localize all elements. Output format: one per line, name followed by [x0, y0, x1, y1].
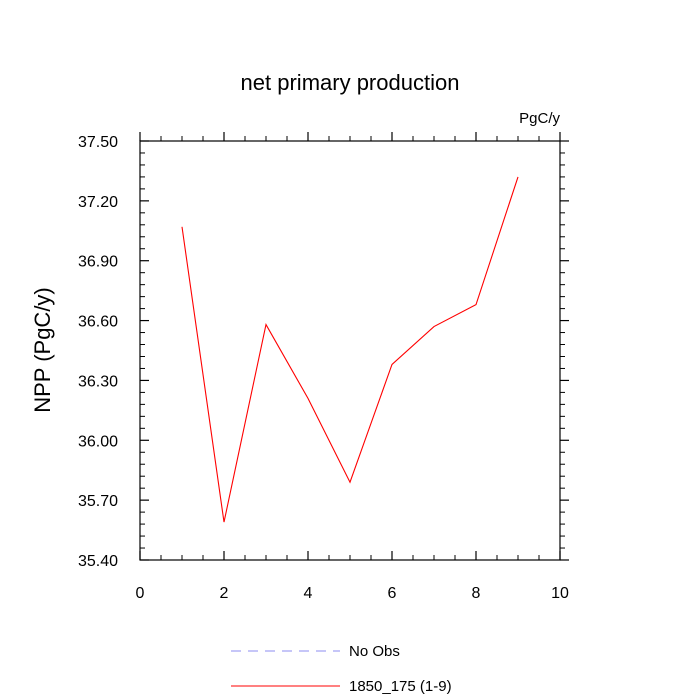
y-axis-label: NPP (PgC/y) [30, 287, 55, 413]
y-tick-label: 35.40 [78, 553, 118, 570]
x-tick-label: 8 [472, 585, 481, 602]
y-tick-label: 36.60 [78, 314, 118, 331]
legend-label-0: No Obs [349, 643, 400, 660]
y-tick-label: 36.90 [78, 254, 118, 271]
x-tick-label: 0 [136, 585, 145, 602]
plot-frame [139, 140, 561, 561]
y-tick-label: 37.20 [78, 194, 118, 211]
x-tick-label: 10 [551, 585, 569, 602]
chart-title: net primary production [241, 70, 460, 95]
y-tick-label: 36.00 [78, 433, 118, 450]
plot-area [181, 176, 519, 523]
y-tick-label: 36.30 [78, 373, 118, 390]
legend: No Obs 1850_175 (1-9) [231, 643, 452, 695]
x-tick-label: 6 [388, 585, 397, 602]
x-tick-label: 4 [304, 585, 313, 602]
y-tick-label: 35.70 [78, 493, 118, 510]
series-line-1 [181, 176, 519, 523]
units-label: PgC/y [519, 110, 560, 127]
legend-label-1: 1850_175 (1-9) [349, 678, 452, 695]
x-tick-label: 2 [220, 585, 229, 602]
y-tick-label: 37.50 [78, 134, 118, 151]
axis-ticks: 0 2 4 6 8 10 35.40 35.70 36.00 36.30 36.60 36.90 37.… [78, 132, 569, 602]
